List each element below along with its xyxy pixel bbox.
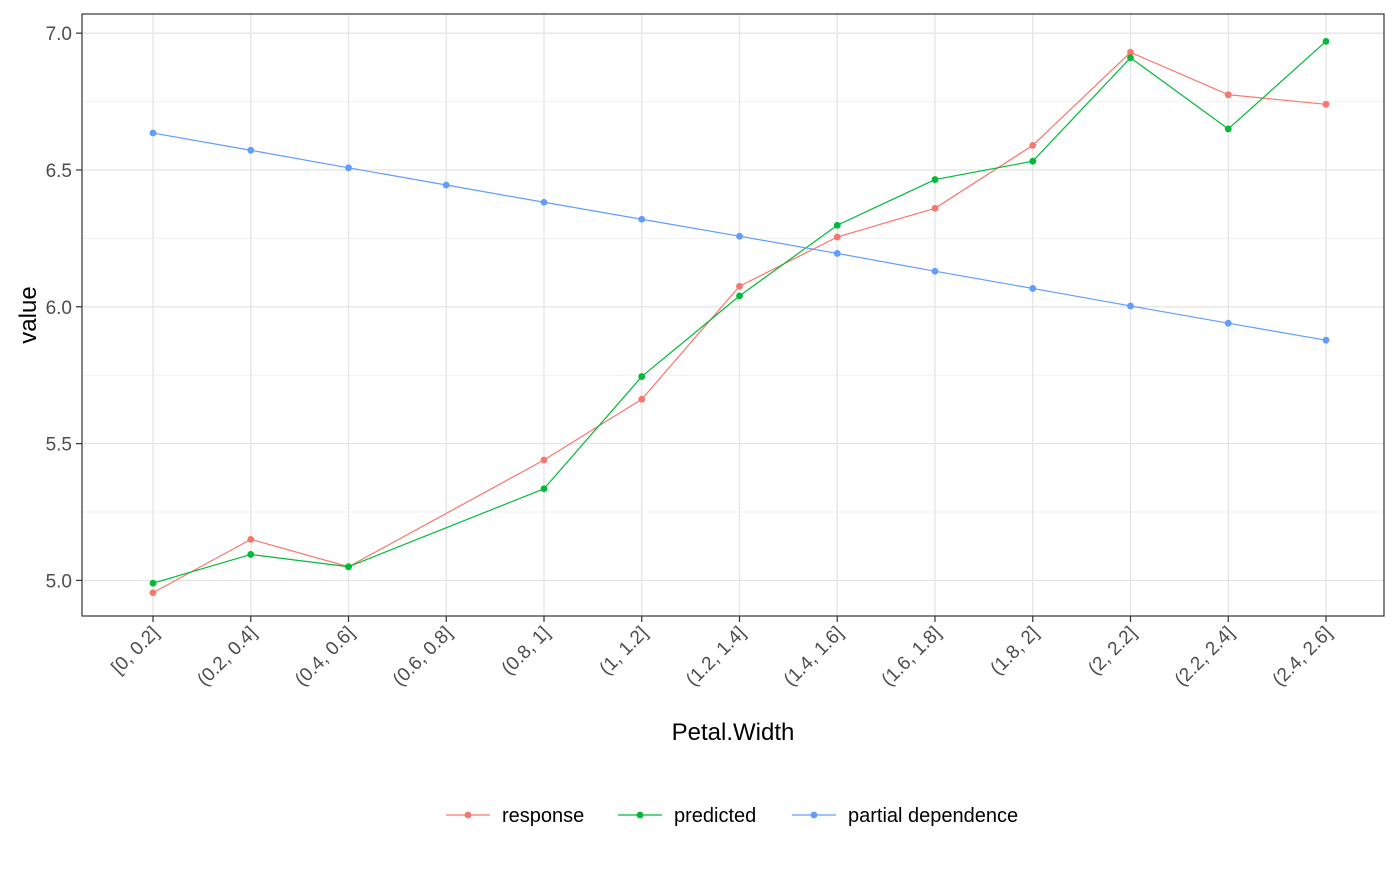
y-tick-label: 5.5 (46, 435, 72, 456)
data-point (638, 215, 646, 223)
data-point (1127, 54, 1134, 62)
y-tick-label: 6.5 (46, 161, 72, 182)
data-point (931, 204, 939, 212)
x-tick-label: (1.4, 1.6] (780, 623, 848, 691)
x-tick-label: (0.6, 0.8] (389, 623, 457, 691)
y-tick-label: 6.0 (46, 298, 72, 319)
x-tick-label: (1.8, 2] (987, 623, 1044, 680)
series-response (149, 48, 1330, 597)
data-point (833, 250, 841, 257)
legend-label: response (502, 805, 584, 827)
data-point (736, 232, 743, 240)
x-tick-label: (1, 1.2] (596, 623, 653, 680)
legend-key-point (810, 811, 818, 819)
data-point (736, 282, 743, 290)
series-line (152, 40, 1327, 584)
x-tick-label: (0.8, 1] (498, 623, 555, 680)
data-point (540, 456, 548, 464)
y-tick-label: 7.0 (46, 24, 72, 45)
x-tick-label: (0.2, 0.4] (193, 623, 261, 691)
data-point (1029, 141, 1037, 149)
legend-key-point (636, 811, 644, 819)
legend-item: predicted (618, 805, 756, 827)
legend-label: partial dependence (848, 805, 1018, 827)
legend-label: predicted (674, 805, 756, 827)
data-point (1322, 100, 1330, 108)
legend-key-point (464, 811, 472, 819)
data-point (149, 589, 157, 597)
data-point (247, 535, 255, 543)
data-point (638, 395, 646, 403)
data-point (1029, 157, 1037, 165)
x-tick-label: (1.2, 1.4] (682, 623, 750, 691)
x-tick-label: (2.4, 2.6] (1269, 623, 1337, 691)
plot-panel-border (81, 13, 1385, 617)
data-point (442, 181, 450, 189)
x-axis: [0, 0.2] (0.2, 0.4] (0.4, 0.6] (0.6, 0.8] (0… (108, 616, 1337, 691)
data-point (931, 267, 939, 275)
series-line (152, 51, 1327, 594)
x-axis-title: Petal.Width (672, 719, 795, 746)
data-point (1224, 91, 1232, 99)
series-predicted (149, 37, 1330, 587)
legend: response predicted partial dependence (446, 805, 1018, 827)
series-partial-dependence (149, 129, 1330, 344)
data-point (1029, 285, 1037, 292)
data-point (149, 579, 157, 587)
x-tick-label: (0.4, 0.6] (291, 623, 359, 691)
x-tick-label: (2.2, 2.4] (1171, 623, 1239, 691)
data-point (833, 221, 841, 229)
data-point (345, 164, 352, 172)
x-tick-label: [0, 0.2] (108, 623, 164, 679)
y-axis-title: value (15, 286, 42, 343)
data-point (736, 292, 743, 300)
data-point (247, 146, 255, 154)
grid (82, 14, 1384, 616)
x-tick-label: (2, 2.2] (1084, 623, 1141, 680)
data-point (833, 233, 841, 241)
legend-item: partial dependence (792, 805, 1018, 827)
data-point (931, 176, 939, 183)
data-point (345, 563, 352, 571)
data-point (1322, 37, 1330, 45)
data-point (149, 129, 157, 137)
data-point (247, 551, 255, 558)
data-point (1224, 125, 1232, 133)
data-point (540, 198, 548, 206)
data-point (1322, 336, 1330, 344)
y-axis: 5.0 5.5 6.0 6.5 7.0 (46, 24, 82, 592)
y-tick-label: 5.0 (46, 571, 72, 592)
x-tick-label: (1.6, 1.8] (878, 623, 946, 691)
data-point (1127, 48, 1134, 56)
legend-item: response (446, 805, 584, 827)
series-layer (149, 37, 1330, 597)
data-point (1224, 319, 1232, 327)
data-point (638, 373, 646, 380)
data-point (540, 485, 548, 493)
data-point (1127, 302, 1134, 310)
